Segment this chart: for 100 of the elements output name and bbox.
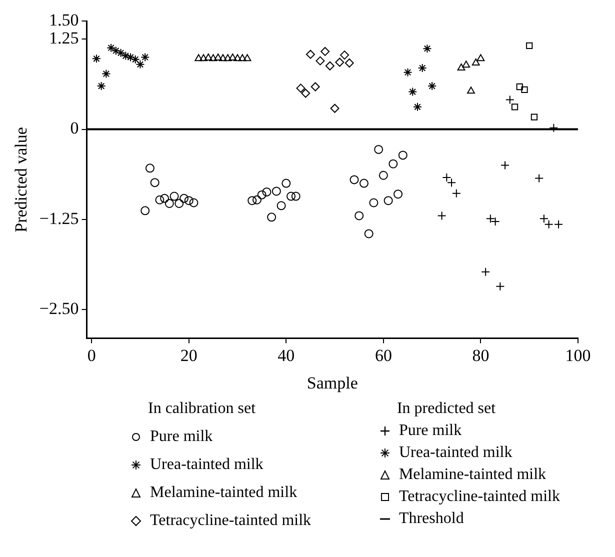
point — [428, 82, 437, 91]
point — [243, 54, 252, 62]
point — [218, 54, 227, 62]
point — [164, 198, 174, 208]
point — [150, 178, 160, 188]
point — [388, 159, 398, 168]
point — [209, 54, 218, 62]
point — [437, 211, 446, 220]
point — [194, 54, 203, 62]
point — [462, 60, 470, 68]
point — [467, 86, 475, 94]
point — [476, 54, 485, 62]
point — [505, 95, 514, 104]
point — [554, 220, 564, 229]
legend-label: Tetracycline-tainted milk — [150, 511, 312, 531]
point — [403, 68, 412, 77]
point — [325, 61, 334, 70]
point — [422, 44, 432, 54]
point — [384, 196, 393, 206]
point — [394, 190, 403, 199]
x-tick-label: 0 — [87, 346, 96, 365]
point — [481, 267, 490, 276]
point — [116, 48, 126, 58]
point — [267, 212, 276, 222]
point — [180, 194, 189, 203]
point — [316, 56, 325, 66]
legend-label: Urea-tainted milk — [398, 443, 512, 463]
legend-label: Pure milk — [150, 427, 213, 447]
point — [521, 86, 528, 93]
point — [92, 54, 101, 64]
x-tick-label: 80 — [472, 346, 490, 365]
point — [354, 211, 364, 220]
y-tick-label: 1.25 — [48, 28, 79, 48]
point — [374, 144, 384, 154]
point — [140, 52, 150, 62]
point — [359, 178, 368, 188]
point — [350, 175, 359, 184]
point — [257, 190, 266, 200]
point — [344, 58, 354, 68]
legend-label: Urea-tainted milk — [150, 455, 264, 475]
point — [418, 64, 427, 73]
point — [170, 192, 179, 201]
x-tick-label: 100 — [565, 346, 591, 365]
point — [126, 52, 136, 62]
legend-label: Tetracycline-tainted milk — [398, 487, 560, 507]
point — [214, 53, 222, 60]
point — [301, 88, 310, 98]
point — [174, 198, 184, 208]
legend-label: Pure milk — [398, 421, 462, 441]
legend-label: Melamine-tainted milk — [150, 483, 298, 503]
y-tick-label: 1.50 — [48, 10, 79, 30]
point — [130, 54, 140, 64]
point — [248, 196, 257, 206]
point — [276, 201, 286, 210]
point — [136, 60, 145, 69]
point — [335, 58, 344, 67]
point — [121, 51, 130, 60]
point — [228, 53, 237, 60]
point — [534, 174, 544, 183]
point — [291, 192, 300, 201]
point — [102, 69, 111, 78]
point — [234, 54, 242, 62]
point — [145, 164, 154, 173]
point — [160, 194, 170, 203]
y-axis-title: Predicted value — [12, 127, 31, 232]
point — [457, 64, 466, 71]
point — [111, 46, 120, 56]
x-axis-title: Sample — [306, 373, 358, 392]
point — [252, 195, 262, 204]
point — [238, 54, 246, 62]
point — [272, 186, 281, 196]
point — [412, 102, 422, 112]
point — [500, 160, 510, 170]
text: In predicted set — [396, 399, 497, 419]
point — [184, 196, 194, 206]
point — [530, 114, 538, 120]
point — [369, 198, 378, 208]
y-tick-label: 0 — [70, 118, 79, 138]
point — [286, 192, 296, 201]
legend-label: Melamine-tainted milk — [398, 465, 546, 485]
point — [330, 104, 340, 113]
x-tick-label: 60 — [374, 346, 392, 365]
legend-label: Threshold — [398, 509, 464, 529]
point — [140, 206, 150, 216]
point — [204, 53, 212, 60]
y-tick-label: −2.50 — [39, 298, 79, 318]
point — [364, 229, 374, 238]
point — [106, 43, 116, 52]
point — [262, 187, 272, 196]
point — [320, 46, 330, 56]
x-tick-label: 40 — [278, 346, 295, 365]
text: In calibration set — [148, 399, 257, 419]
point — [189, 198, 198, 208]
point — [310, 82, 320, 92]
point — [306, 50, 315, 59]
point — [511, 104, 518, 110]
point — [224, 54, 232, 62]
point — [452, 188, 461, 198]
point — [516, 83, 523, 90]
point — [200, 54, 208, 62]
